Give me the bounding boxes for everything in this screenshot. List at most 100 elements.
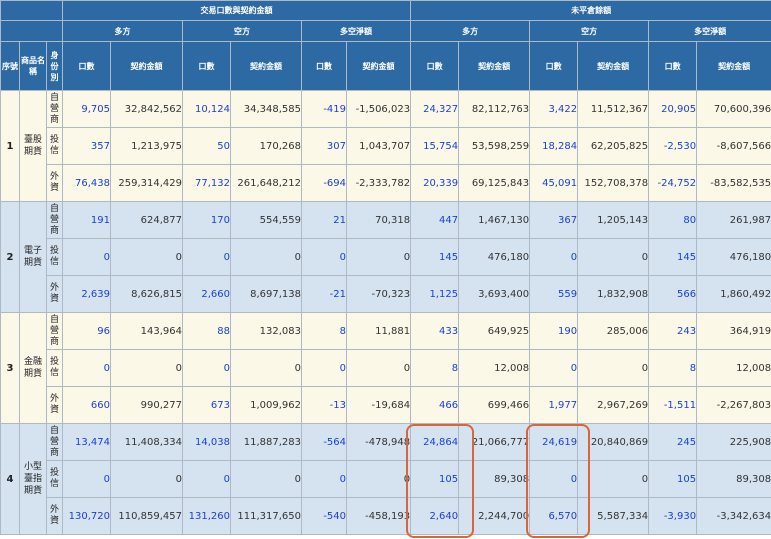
identity-label: 投信 <box>45 460 64 498</box>
qty-link[interactable]: 673 <box>182 386 232 424</box>
qty-link[interactable]: 105 <box>410 460 460 498</box>
qty-link[interactable]: 307 <box>301 127 348 165</box>
amount-cell: 111,317,650 <box>230 497 303 535</box>
qty-link[interactable]: 0 <box>529 238 579 276</box>
amount-cell: 476,180 <box>696 238 771 276</box>
qty-link[interactable]: 0 <box>301 238 348 276</box>
qty-link[interactable]: 15,754 <box>410 127 460 165</box>
qty-link[interactable]: 76,438 <box>62 164 112 202</box>
qty-link[interactable]: 2,660 <box>182 275 232 313</box>
qty-link[interactable]: -419 <box>301 90 348 128</box>
qty-link[interactable]: 45,091 <box>529 164 579 202</box>
qty-link[interactable]: 18,284 <box>529 127 579 165</box>
amount-cell: 12,008 <box>458 349 531 387</box>
col-header-trading-short-amount: 契約金額 <box>230 41 303 91</box>
qty-link[interactable]: 50 <box>182 127 232 165</box>
qty-link[interactable]: -21 <box>301 275 348 313</box>
qty-link[interactable]: 447 <box>410 201 460 239</box>
qty-link[interactable]: 466 <box>410 386 460 424</box>
qty-link[interactable]: 8 <box>301 312 348 350</box>
qty-link[interactable]: -1,511 <box>648 386 698 424</box>
qty-link[interactable]: 0 <box>182 460 232 498</box>
qty-link[interactable]: 20,905 <box>648 90 698 128</box>
qty-link[interactable]: 190 <box>529 312 579 350</box>
qty-link[interactable]: -13 <box>301 386 348 424</box>
qty-link[interactable]: 2,639 <box>62 275 112 313</box>
amount-cell: 0 <box>577 238 650 276</box>
qty-link[interactable]: 2,640 <box>410 497 460 535</box>
amount-cell: -2,333,782 <box>346 164 412 202</box>
qty-link[interactable]: 3,422 <box>529 90 579 128</box>
qty-link[interactable]: 24,327 <box>410 90 460 128</box>
qty-link[interactable]: -540 <box>301 497 348 535</box>
qty-link[interactable]: 367 <box>529 201 579 239</box>
table-row: 3 金融期貨 自營商 96 143,964 88 132,083 8 11,881 433 649,… <box>0 312 771 424</box>
qty-link[interactable]: 245 <box>648 423 698 461</box>
row-index: 3 <box>0 312 20 424</box>
qty-link[interactable]: 105 <box>648 460 698 498</box>
qty-link[interactable]: 131,260 <box>182 497 232 535</box>
qty-link[interactable]: 0 <box>62 460 112 498</box>
qty-link[interactable]: 8 <box>648 349 698 387</box>
qty-link[interactable]: 0 <box>529 349 579 387</box>
row-index: 1 <box>0 90 20 202</box>
qty-link[interactable]: 243 <box>648 312 698 350</box>
header-blank <box>0 0 64 21</box>
qty-link[interactable]: 14,038 <box>182 423 232 461</box>
qty-link[interactable]: 24,619 <box>529 423 579 461</box>
amount-cell: 0 <box>577 460 650 498</box>
amount-cell: 261,648,212 <box>230 164 303 202</box>
amount-cell: 990,277 <box>110 386 184 424</box>
qty-link[interactable]: 1,125 <box>410 275 460 313</box>
identity-label: 自營商 <box>45 423 64 461</box>
table-row: 投信 0 0 0 0 0 0 145 476,180 0 0 145 476,180 <box>1 238 771 276</box>
qty-link[interactable]: 6,570 <box>529 497 579 535</box>
qty-link[interactable]: 0 <box>182 238 232 276</box>
identity-label: 自營商 <box>45 201 64 239</box>
table-row: 外資 130,720 110,859,457 131,260 111,317,650 -5… <box>1 497 771 535</box>
header-trading-net: 多空淨額 <box>301 20 412 42</box>
qty-link[interactable]: 433 <box>410 312 460 350</box>
qty-link[interactable]: 9,705 <box>62 90 112 128</box>
qty-link[interactable]: 88 <box>182 312 232 350</box>
qty-link[interactable]: -2,530 <box>648 127 698 165</box>
qty-link[interactable]: -694 <box>301 164 348 202</box>
group-header-trading: 交易口數與契約金額 <box>62 0 412 21</box>
qty-link[interactable]: 1,977 <box>529 386 579 424</box>
qty-link[interactable]: 566 <box>648 275 698 313</box>
qty-link[interactable]: 357 <box>62 127 112 165</box>
qty-link[interactable]: 170 <box>182 201 232 239</box>
qty-link[interactable]: -564 <box>301 423 348 461</box>
qty-link[interactable]: 0 <box>62 349 112 387</box>
qty-link[interactable]: 96 <box>62 312 112 350</box>
qty-link[interactable]: 145 <box>648 238 698 276</box>
qty-link[interactable]: 0 <box>62 238 112 276</box>
qty-link[interactable]: 0 <box>182 349 232 387</box>
qty-link[interactable]: 13,474 <box>62 423 112 461</box>
qty-link[interactable]: 0 <box>301 349 348 387</box>
qty-link[interactable]: 77,132 <box>182 164 232 202</box>
qty-link[interactable]: 21 <box>301 201 348 239</box>
qty-link[interactable]: -24,752 <box>648 164 698 202</box>
qty-link[interactable]: 10,124 <box>182 90 232 128</box>
row-index: 2 <box>0 201 20 313</box>
qty-link[interactable]: 0 <box>529 460 579 498</box>
qty-link[interactable]: 130,720 <box>62 497 112 535</box>
qty-link[interactable]: 80 <box>648 201 698 239</box>
qty-link[interactable]: -3,930 <box>648 497 698 535</box>
amount-cell: 285,006 <box>577 312 650 350</box>
qty-link[interactable]: 191 <box>62 201 112 239</box>
qty-link[interactable]: 559 <box>529 275 579 313</box>
qty-link[interactable]: 24,864 <box>410 423 460 461</box>
qty-link[interactable]: 8 <box>410 349 460 387</box>
qty-link[interactable]: 0 <box>301 460 348 498</box>
qty-link[interactable]: 660 <box>62 386 112 424</box>
amount-cell: 170,268 <box>230 127 303 165</box>
amount-cell: 1,213,975 <box>110 127 184 165</box>
amount-cell: -2,267,803 <box>696 386 771 424</box>
group-header-open-interest: 未平倉餘額 <box>410 0 771 21</box>
qty-link[interactable]: 145 <box>410 238 460 276</box>
col-header-trading-net-amount: 契約金額 <box>346 41 412 91</box>
qty-link[interactable]: 20,339 <box>410 164 460 202</box>
